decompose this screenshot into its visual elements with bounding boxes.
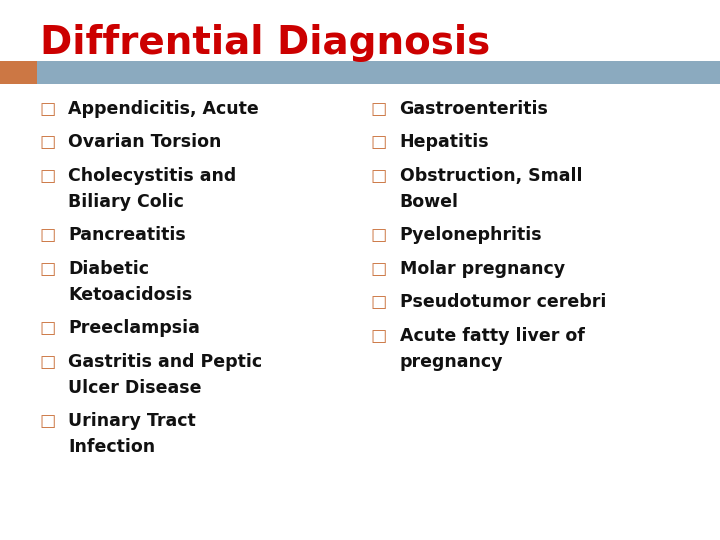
Text: Urinary Tract: Urinary Tract bbox=[68, 412, 196, 430]
Text: □: □ bbox=[40, 412, 56, 430]
Text: □: □ bbox=[40, 226, 56, 244]
Text: □: □ bbox=[40, 133, 56, 151]
Text: □: □ bbox=[40, 319, 56, 337]
FancyBboxPatch shape bbox=[0, 61, 37, 84]
Text: □: □ bbox=[371, 327, 387, 345]
Text: Diabetic: Diabetic bbox=[68, 260, 150, 278]
Text: pregnancy: pregnancy bbox=[400, 353, 503, 370]
Text: Appendicitis, Acute: Appendicitis, Acute bbox=[68, 100, 259, 118]
Text: □: □ bbox=[371, 260, 387, 278]
Text: □: □ bbox=[371, 293, 387, 311]
Text: Gastritis and Peptic: Gastritis and Peptic bbox=[68, 353, 263, 370]
Text: Acute fatty liver of: Acute fatty liver of bbox=[400, 327, 585, 345]
Text: Infection: Infection bbox=[68, 438, 156, 456]
Text: □: □ bbox=[371, 226, 387, 244]
Text: Pyelonephritis: Pyelonephritis bbox=[400, 226, 542, 244]
Text: □: □ bbox=[371, 133, 387, 151]
Text: □: □ bbox=[40, 100, 56, 118]
Text: Bowel: Bowel bbox=[400, 193, 459, 211]
Text: Ketoacidosis: Ketoacidosis bbox=[68, 286, 193, 303]
Text: □: □ bbox=[40, 260, 56, 278]
Text: Gastroenteritis: Gastroenteritis bbox=[400, 100, 549, 118]
Text: Ovarian Torsion: Ovarian Torsion bbox=[68, 133, 222, 151]
Text: □: □ bbox=[371, 167, 387, 185]
Text: Biliary Colic: Biliary Colic bbox=[68, 193, 184, 211]
Text: □: □ bbox=[40, 353, 56, 370]
Text: Cholecystitis and: Cholecystitis and bbox=[68, 167, 237, 185]
Text: □: □ bbox=[40, 167, 56, 185]
Text: Obstruction, Small: Obstruction, Small bbox=[400, 167, 582, 185]
Text: Pseudotumor cerebri: Pseudotumor cerebri bbox=[400, 293, 606, 311]
Text: Preeclampsia: Preeclampsia bbox=[68, 319, 200, 337]
Text: □: □ bbox=[371, 100, 387, 118]
Text: Ulcer Disease: Ulcer Disease bbox=[68, 379, 202, 396]
Text: Molar pregnancy: Molar pregnancy bbox=[400, 260, 564, 278]
Text: Pancreatitis: Pancreatitis bbox=[68, 226, 186, 244]
FancyBboxPatch shape bbox=[37, 61, 720, 84]
Text: Diffrential Diagnosis: Diffrential Diagnosis bbox=[40, 24, 490, 62]
Text: Hepatitis: Hepatitis bbox=[400, 133, 489, 151]
